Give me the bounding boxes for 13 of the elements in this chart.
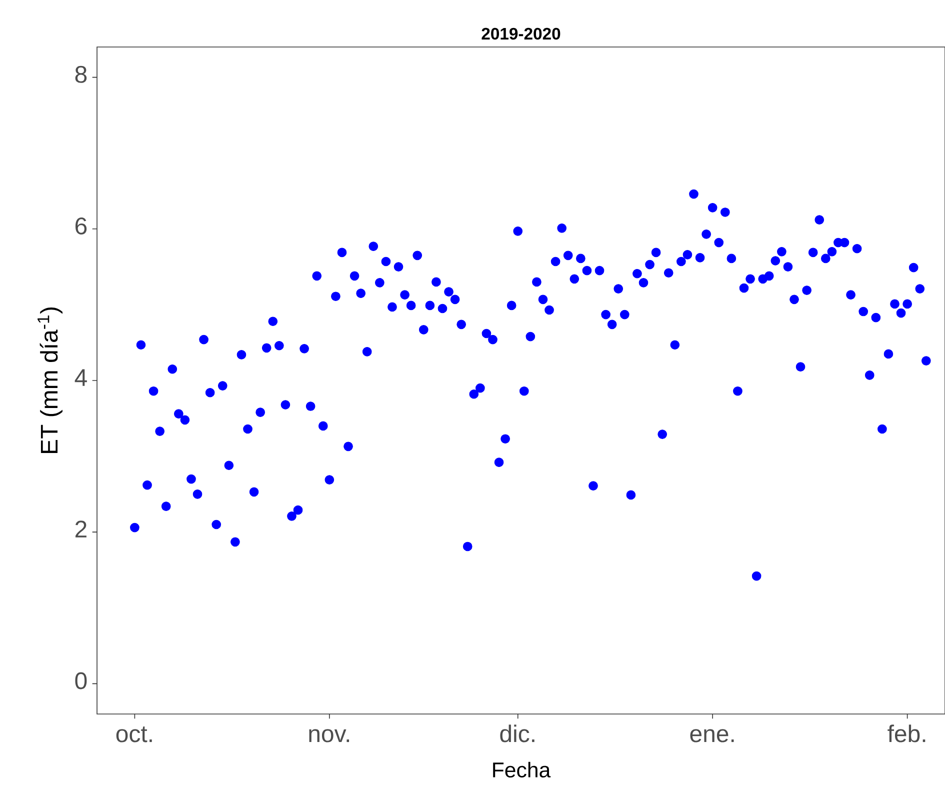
y-axis-title: ET (mm día$^{-1}$): [38, 308, 62, 453]
x-axis-title: Fecha: [493, 762, 551, 778]
x-tick-label: ene.: [690, 729, 734, 742]
x-tick-label: oct.: [116, 726, 152, 742]
x-tick-label: feb.: [888, 724, 926, 742]
y-tick-label: 8: [75, 66, 87, 83]
y-tick-label: 6: [75, 217, 87, 234]
y-tick-label: 0: [75, 672, 87, 690]
x-tick-label: nov.: [309, 729, 350, 742]
y-tick-label: 4: [74, 369, 87, 386]
chart-title: 2019-2020: [482, 28, 560, 40]
y-tick-label: 2: [75, 520, 86, 538]
x-tick-label: dic.: [500, 724, 534, 742]
